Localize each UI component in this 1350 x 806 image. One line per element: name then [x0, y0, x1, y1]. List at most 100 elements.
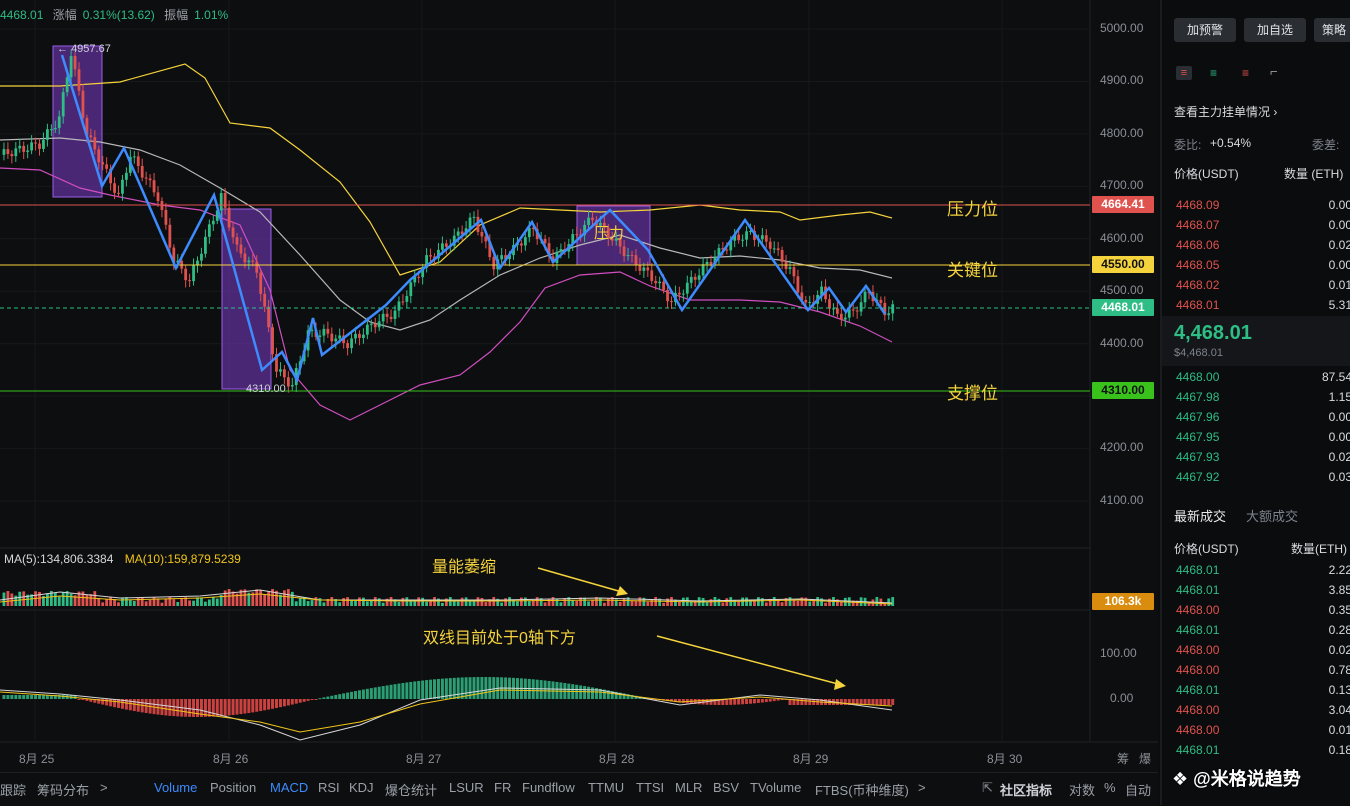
macd-bar [113, 699, 117, 708]
layout-bids-icon[interactable]: ≡ [1210, 66, 1218, 80]
layout-asks-icon[interactable]: ≡ [1242, 66, 1250, 80]
macd-bar [618, 692, 622, 699]
macd-bar [421, 680, 425, 699]
candle-body [196, 260, 199, 266]
volume-bar [836, 599, 839, 606]
trade-row[interactable]: 4468.00 0.78 [1176, 660, 1350, 680]
tab-lsur[interactable]: LSUR [449, 780, 484, 795]
trade-row[interactable]: 4468.01 3.85 [1176, 580, 1350, 600]
macd-bar [124, 699, 128, 710]
macd-bar [812, 699, 816, 705]
macd-bar [152, 699, 156, 715]
macd-bar [57, 695, 61, 699]
layout-both-icon[interactable]: ≡ [1176, 66, 1192, 80]
order-row[interactable]: 4468.07 0.00 [1176, 215, 1350, 235]
ratio-value: +0.54% [1210, 136, 1252, 150]
macd-bar [393, 684, 397, 699]
row-qty: 3.04 [1328, 703, 1350, 717]
volume-bar [784, 598, 788, 606]
boll-upper-line [0, 63, 893, 276]
macd-bar [373, 687, 377, 699]
candle-body [105, 164, 109, 169]
trade-row[interactable]: 4468.00 0.35 [1176, 600, 1350, 620]
trade-row[interactable]: 4468.00 0.01 [1176, 720, 1350, 740]
trade-row[interactable]: 4468.00 3.04 [1176, 700, 1350, 720]
tab-fr[interactable]: FR [494, 780, 512, 795]
candle-body [136, 156, 140, 166]
volume-bar [622, 597, 626, 606]
row-price: 4468.02 [1176, 278, 1220, 292]
macd-bar [480, 677, 484, 699]
mid-price: 4,468.01 [1174, 322, 1252, 344]
trade-row[interactable]: 4468.01 0.13 [1176, 680, 1350, 700]
volume-bar [579, 597, 583, 606]
resistance-annotation: 压力位 [947, 200, 998, 219]
macd-bar [259, 699, 263, 712]
candle-body [768, 241, 772, 249]
volume-bar [405, 597, 409, 606]
tab-volume[interactable]: Volume [154, 780, 198, 795]
strategy-button[interactable]: 策略 [1314, 18, 1350, 42]
log-scale-toggle[interactable]: 对数 [1069, 783, 1096, 798]
tab-scroll-left[interactable]: > [100, 780, 108, 795]
volume-annotation: 量能萎缩 [432, 559, 497, 576]
tab-rsi[interactable]: RSI [318, 780, 340, 795]
tab-ttsi[interactable]: TTSI [636, 780, 665, 795]
macd-bar [440, 678, 444, 699]
candle-body [705, 261, 709, 265]
tab-scroll-right[interactable]: > [918, 780, 926, 795]
row-price: 4468.00 [1176, 723, 1220, 737]
order-row[interactable]: 4467.93 0.02 [1176, 447, 1350, 467]
trade-row[interactable]: 4468.01 0.18 [1176, 740, 1350, 760]
add-alert-button[interactable]: 加预警 [1174, 18, 1236, 42]
macd-bar [614, 691, 618, 699]
volume-bar [772, 597, 776, 606]
axis-chip-button[interactable]: 筹 [1117, 752, 1130, 766]
tab-liquidation-stats[interactable]: 爆仓统计 [385, 783, 438, 798]
tab-ttmu[interactable]: TTMU [588, 780, 625, 795]
tab-kdj[interactable]: KDJ [349, 780, 374, 795]
tab-chip-distribution[interactable]: 筹码分布 [37, 783, 90, 798]
macd-bar [196, 699, 199, 717]
trade-row[interactable]: 4468.00 0.02 [1176, 640, 1350, 660]
macd-bar [117, 699, 120, 708]
tab-mlr[interactable]: MLR [675, 780, 703, 795]
volume-bar [571, 600, 575, 606]
candlestick-chart[interactable] [0, 0, 1158, 772]
tab-position[interactable]: Position [210, 780, 257, 795]
order-row[interactable]: 4468.02 0.01 [1176, 275, 1350, 295]
community-indicator-icon[interactable]: ⇱ [982, 780, 993, 795]
tab-ftbs[interactable]: FTBS(币种维度) [815, 783, 909, 798]
large-trades-tab[interactable]: 大额成交 [1246, 509, 1299, 524]
tab-tracking[interactable]: 跟踪 [0, 783, 27, 798]
auto-scale-toggle[interactable]: 自动 [1125, 783, 1152, 798]
latest-trades-tab[interactable]: 最新成交 [1174, 509, 1227, 524]
depth-settings-icon[interactable]: ⌐ [1270, 64, 1278, 79]
macd-bar [81, 699, 85, 700]
order-row[interactable]: 4468.05 0.00 [1176, 255, 1350, 275]
tab-tvolume[interactable]: TVolume [750, 780, 802, 795]
percent-toggle[interactable]: % [1104, 780, 1116, 795]
volume-bar [207, 599, 211, 606]
order-row[interactable]: 4468.01 5.31 [1176, 295, 1350, 315]
order-row[interactable]: 4467.96 0.00 [1176, 407, 1350, 427]
main-orders-link[interactable]: 查看主力挂单情况 › [1174, 105, 1278, 119]
order-row[interactable]: 4468.09 0.00 [1176, 195, 1350, 215]
candle-body [749, 230, 752, 232]
order-row[interactable]: 4467.95 0.00 [1176, 427, 1350, 447]
order-row[interactable]: 4467.92 0.03 [1176, 467, 1350, 487]
community-indicator-button[interactable]: 社区指标 [1000, 783, 1053, 798]
tab-bsv[interactable]: BSV [713, 780, 740, 795]
trade-row[interactable]: 4468.01 0.28 [1176, 620, 1350, 640]
tab-fundflow[interactable]: Fundflow [522, 780, 575, 795]
add-watchlist-button[interactable]: 加自选 [1244, 18, 1306, 42]
macd-bar [772, 699, 776, 702]
order-row[interactable]: 4468.06 0.02 [1176, 235, 1350, 255]
order-row[interactable]: 4467.98 1.15 [1176, 387, 1350, 407]
candle-body [164, 209, 168, 225]
order-row[interactable]: 4468.00 87.54 [1176, 367, 1350, 387]
trade-row[interactable]: 4468.01 2.22 [1176, 560, 1350, 580]
tab-macd[interactable]: MACD [270, 780, 309, 795]
chart-area[interactable]: 4468.01 涨幅 0.31%(13.62) 振幅 1.01% 5000.00 4… [0, 0, 1158, 806]
axis-liq-button[interactable]: 爆 [1139, 752, 1152, 766]
